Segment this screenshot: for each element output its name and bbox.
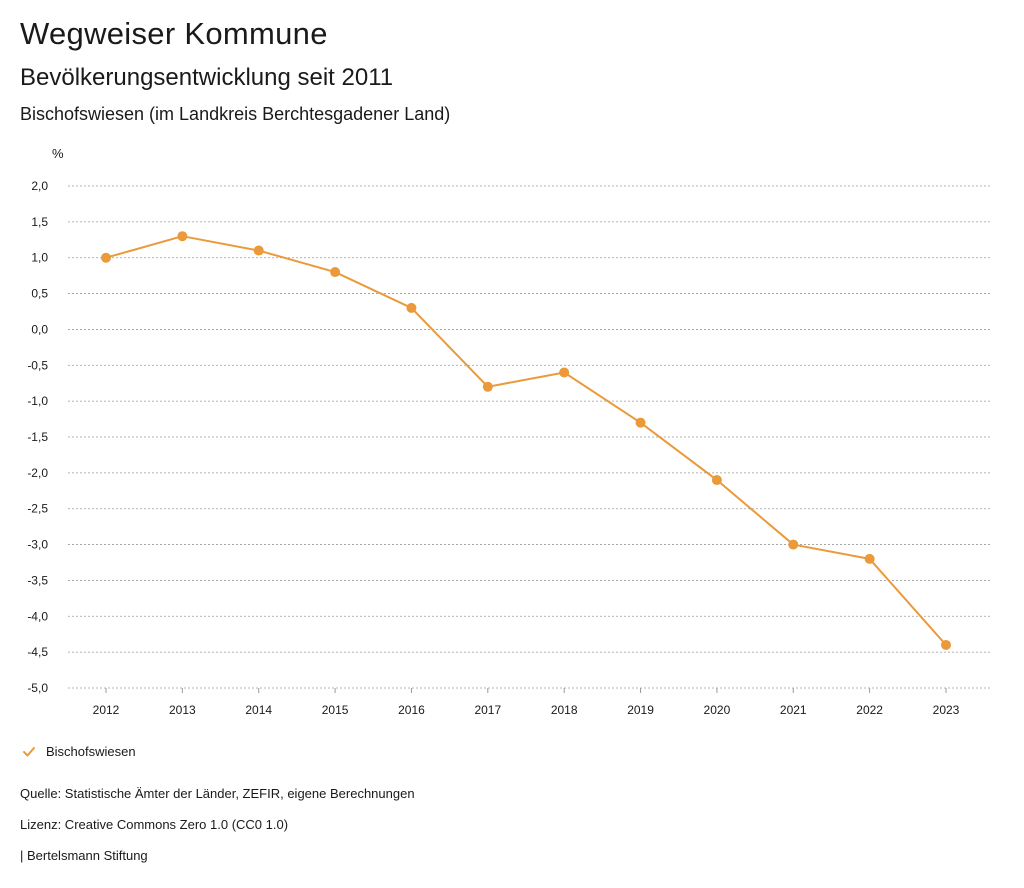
x-tick-label: 2018 <box>551 703 578 717</box>
license-note: Lizenz: Creative Commons Zero 1.0 (CC0 1… <box>20 817 289 832</box>
series-line <box>105 235 947 646</box>
x-tick-label: 2019 <box>627 703 654 717</box>
legend[interactable]: Bischofswiesen <box>22 744 136 759</box>
data-point[interactable] <box>864 553 875 564</box>
x-tick-label: 2016 <box>398 703 425 717</box>
y-tick-label: 0,0 <box>31 322 48 336</box>
legend-label: Bischofswiesen <box>46 744 136 759</box>
y-tick-label: -1,0 <box>27 394 48 408</box>
data-point[interactable] <box>330 267 341 278</box>
line-chart: % 2,0 1,5 1,0 0,5 0,0 -0,5 -1,0 -1,5 -2,0 -2,5 -3,… <box>27 146 990 717</box>
y-tick-label: -5,0 <box>27 681 48 695</box>
y-tick-label: 2,0 <box>31 179 48 193</box>
y-tick-label: 1,0 <box>31 251 48 265</box>
series-layer <box>101 231 951 650</box>
y-tick-label: -3,0 <box>27 538 48 552</box>
source-note: Quelle: Statistische Ämter der Länder, Z… <box>20 786 415 801</box>
data-point[interactable] <box>559 367 570 378</box>
y-tick-label: -2,5 <box>27 502 48 516</box>
x-tick-labels: 2012 2013 2014 2015 2016 2017 2018 2019 2020 2021… <box>93 688 960 717</box>
y-tick-labels: 2,0 1,5 1,0 0,5 0,0 -0,5 -1,0 -1,5 -2,0 -2,5 -3,0 -… <box>27 179 48 695</box>
grid-lines <box>68 185 990 689</box>
y-tick-label: 1,5 <box>31 215 48 229</box>
data-point[interactable] <box>101 252 111 263</box>
y-tick-label: -4,0 <box>27 609 48 623</box>
data-point[interactable] <box>406 302 417 313</box>
y-tick-label: -4,5 <box>27 645 48 659</box>
x-tick-label: 2014 <box>245 703 272 717</box>
data-point[interactable] <box>253 245 264 256</box>
y-tick-label: -3,5 <box>27 573 48 587</box>
y-tick-label: -1,5 <box>27 430 48 444</box>
x-tick-label: 2015 <box>322 703 349 717</box>
x-tick-label: 2013 <box>169 703 196 717</box>
x-tick-label: 2020 <box>704 703 731 717</box>
y-tick-label: -2,0 <box>27 466 48 480</box>
x-tick-label: 2022 <box>856 703 883 717</box>
x-tick-label: 2023 <box>933 703 960 717</box>
y-tick-label: -0,5 <box>27 358 48 372</box>
publisher-note: | Bertelsmann Stiftung <box>20 848 148 863</box>
check-icon <box>22 746 36 758</box>
page-title: Wegweiser Kommune <box>20 16 328 51</box>
y-tick-label: 0,5 <box>31 287 48 301</box>
data-point[interactable] <box>177 231 188 242</box>
y-axis-unit-label: % <box>52 146 64 161</box>
chart-subtitle: Bevölkerungsentwicklung seit 2011 <box>20 64 394 91</box>
data-point[interactable] <box>788 539 799 550</box>
data-point[interactable] <box>941 639 951 650</box>
data-point[interactable] <box>635 417 646 428</box>
x-tick-label: 2021 <box>780 703 807 717</box>
region-label: Bischofswiesen (im Landkreis Berchtesgad… <box>20 104 451 124</box>
data-point[interactable] <box>482 381 493 392</box>
x-tick-label: 2012 <box>93 703 120 717</box>
x-tick-label: 2017 <box>474 703 501 717</box>
data-point[interactable] <box>711 475 722 486</box>
